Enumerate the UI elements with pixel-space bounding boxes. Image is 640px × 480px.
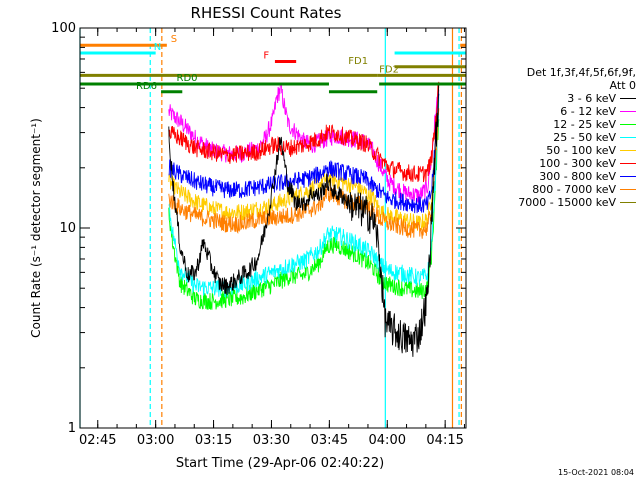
state-bar-label-f: F — [263, 50, 269, 61]
legend-item: 800 - 7000 keV — [476, 183, 636, 196]
state-bar-label-fd1: FD1 — [348, 56, 368, 67]
legend-swatch — [620, 176, 636, 177]
legend-item: 3 - 6 keV — [476, 92, 636, 105]
x-tick-label: 03:45 — [311, 433, 348, 448]
chart-title: RHESSI Count Rates — [191, 4, 342, 22]
x-tick-label: 03:00 — [137, 433, 174, 448]
x-tick-label: 04:15 — [426, 433, 463, 448]
state-bar-label-n: N — [154, 42, 161, 53]
y-tick-label: 10 — [59, 221, 76, 236]
legend-label: 300 - 800 keV — [539, 170, 616, 183]
series-line-100-300kev — [168, 81, 440, 183]
state-bars: SN F FD1 FD2 RD0 RD6 — [80, 34, 466, 94]
legend-swatch — [620, 202, 636, 203]
x-axis-label: Start Time (29-Apr-06 02:40:22) — [176, 456, 384, 471]
legend-label: 25 - 50 keV — [553, 131, 616, 144]
series-layer — [168, 81, 440, 357]
y-tick-label: 1 — [68, 421, 76, 436]
legend-label: 6 - 12 keV — [560, 105, 616, 118]
legend-label: 50 - 100 keV — [546, 144, 616, 157]
x-tick-label: 02:45 — [79, 433, 116, 448]
y-axis-label: Count Rate (s⁻¹ detector segment⁻¹) — [29, 118, 43, 338]
x-tick-label: 04:00 — [369, 433, 406, 448]
legend-item: 100 - 300 keV — [476, 157, 636, 170]
series-line-25-50kev — [168, 93, 440, 298]
series-line-3-6kev — [168, 83, 440, 357]
legend-item: 300 - 800 keV — [476, 170, 636, 183]
legend-swatch — [620, 111, 636, 112]
series-line-12-25kev — [168, 119, 440, 310]
x-tick-label: 03:30 — [253, 433, 290, 448]
legend-item: 50 - 100 keV — [476, 144, 636, 157]
legend-swatch — [620, 98, 636, 99]
legend-swatch — [620, 189, 636, 190]
legend: Det 1f,3f,4f,5f,6f,9f, Att 0 3 - 6 keV 6 … — [476, 66, 636, 209]
series-line-300-800kev — [168, 93, 440, 214]
legend-item: 25 - 50 keV — [476, 131, 636, 144]
series-line-800-7000kev — [168, 108, 440, 239]
state-bar-label-fd2: FD2 — [379, 64, 399, 75]
legend-swatch — [620, 137, 636, 138]
y-tick-label: 100 — [51, 21, 76, 36]
legend-label: 3 - 6 keV — [567, 92, 616, 105]
legend-swatch — [620, 163, 636, 164]
x-tick-label: 03:15 — [195, 433, 232, 448]
footer-timestamp: 15-Oct-2021 08:04 — [558, 468, 634, 477]
state-bar-label-rd0: RD0 — [177, 73, 198, 84]
legend-label: 100 - 300 keV — [539, 157, 616, 170]
legend-item: 7000 - 15000 keV — [476, 196, 636, 209]
state-bar-label-s: S — [171, 34, 177, 45]
legend-label: 800 - 7000 keV — [532, 183, 616, 196]
legend-swatch — [620, 150, 636, 151]
state-bar-label-rd6: RD6 — [136, 81, 157, 92]
legend-swatch — [620, 124, 636, 125]
tick-layer: 02:45 03:00 03:15 03:30 03:45 04:00 04:15 1 10 10… — [51, 21, 466, 448]
legend-item: 6 - 12 keV — [476, 105, 636, 118]
legend-item: 12 - 25 keV — [476, 118, 636, 131]
legend-header-line-1: Det 1f,3f,4f,5f,6f,9f, — [526, 66, 636, 79]
legend-header-line-2: Att 0 — [609, 79, 636, 92]
legend-label: 12 - 25 keV — [553, 118, 616, 131]
legend-label: 7000 - 15000 keV — [518, 196, 616, 209]
